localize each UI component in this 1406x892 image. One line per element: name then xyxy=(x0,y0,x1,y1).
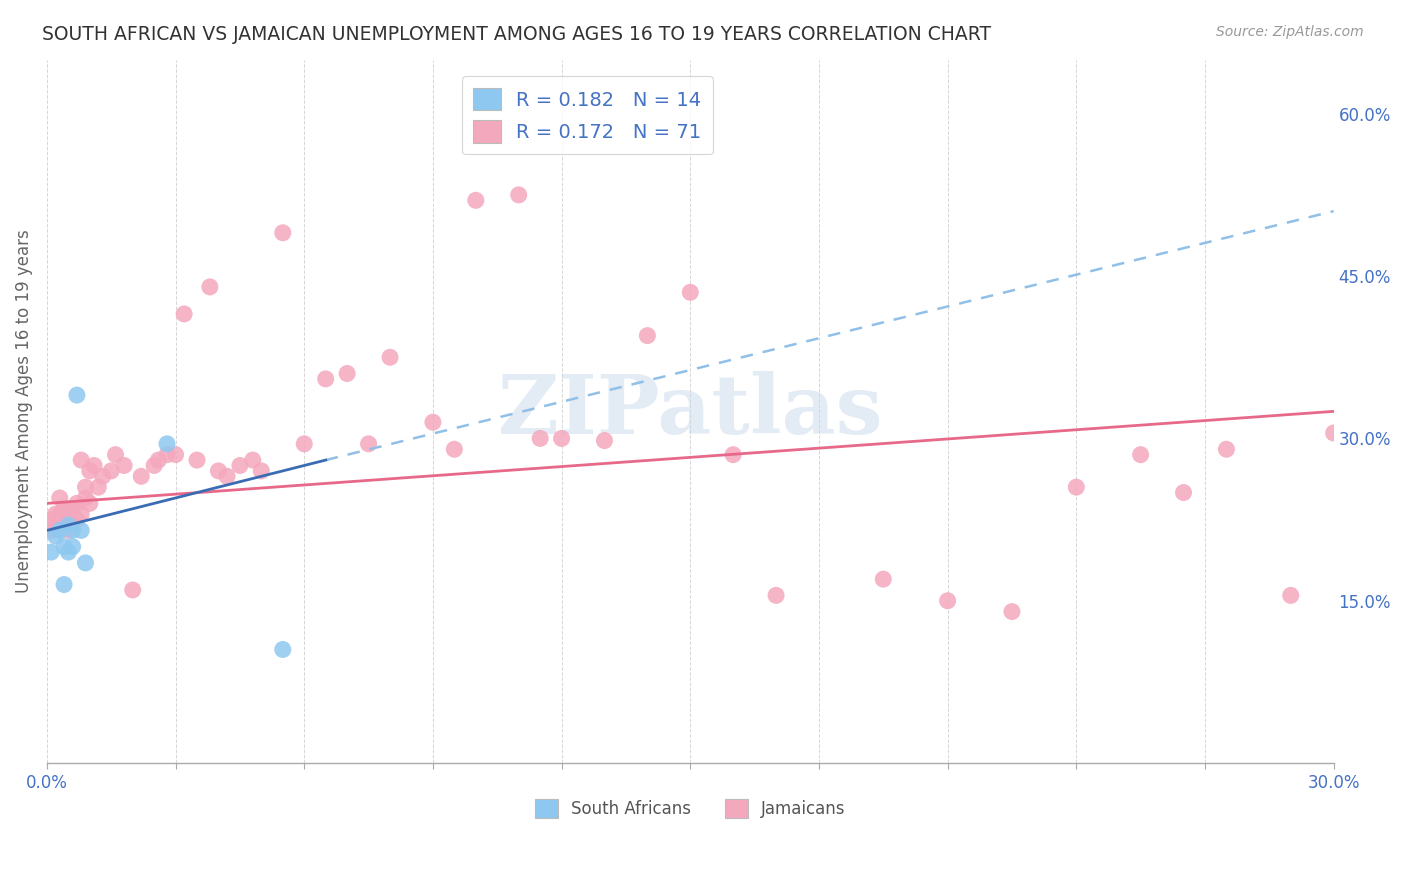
Point xyxy=(129,469,152,483)
Point xyxy=(721,448,744,462)
Point xyxy=(112,458,135,473)
Point xyxy=(44,507,66,521)
Point xyxy=(679,285,702,300)
Point xyxy=(49,491,72,505)
Point xyxy=(66,496,89,510)
Point xyxy=(100,464,122,478)
Point xyxy=(148,453,170,467)
Y-axis label: Unemployment Among Ages 16 to 19 years: Unemployment Among Ages 16 to 19 years xyxy=(15,229,32,593)
Point xyxy=(39,545,62,559)
Point xyxy=(315,372,337,386)
Point xyxy=(165,448,187,462)
Point xyxy=(91,469,114,483)
Point xyxy=(1215,442,1237,457)
Point xyxy=(1064,480,1087,494)
Point xyxy=(70,507,93,521)
Point xyxy=(66,513,89,527)
Point xyxy=(44,518,66,533)
Point xyxy=(1129,448,1152,462)
Point xyxy=(357,437,380,451)
Point xyxy=(765,588,787,602)
Point xyxy=(62,501,84,516)
Point xyxy=(186,453,208,467)
Point xyxy=(62,540,84,554)
Point xyxy=(378,351,401,365)
Point xyxy=(872,572,894,586)
Point xyxy=(229,458,252,473)
Point xyxy=(75,491,97,505)
Point xyxy=(1386,648,1406,662)
Point xyxy=(250,464,273,478)
Point xyxy=(443,442,465,457)
Point xyxy=(62,518,84,533)
Point xyxy=(62,524,84,538)
Point xyxy=(529,432,551,446)
Point xyxy=(464,194,486,208)
Point xyxy=(143,458,166,473)
Point xyxy=(156,448,179,462)
Point xyxy=(75,480,97,494)
Point xyxy=(66,388,89,402)
Point xyxy=(58,545,80,559)
Point xyxy=(1173,485,1195,500)
Text: Source: ZipAtlas.com: Source: ZipAtlas.com xyxy=(1216,25,1364,39)
Point xyxy=(1344,453,1367,467)
Point xyxy=(271,226,294,240)
Point xyxy=(156,437,179,451)
Point xyxy=(53,518,76,533)
Point xyxy=(636,328,658,343)
Point xyxy=(422,415,444,429)
Point xyxy=(1001,605,1024,619)
Point xyxy=(1279,588,1302,602)
Point xyxy=(79,464,101,478)
Point xyxy=(215,469,238,483)
Point xyxy=(550,432,572,446)
Text: ZIPatlas: ZIPatlas xyxy=(498,371,883,451)
Point xyxy=(242,453,264,467)
Point xyxy=(207,464,229,478)
Point xyxy=(53,577,76,591)
Point xyxy=(336,367,359,381)
Point xyxy=(1365,437,1388,451)
Point xyxy=(198,280,221,294)
Point xyxy=(53,540,76,554)
Point xyxy=(271,642,294,657)
Point xyxy=(173,307,195,321)
Point xyxy=(58,501,80,516)
Point xyxy=(49,507,72,521)
Point xyxy=(53,501,76,516)
Point xyxy=(58,524,80,538)
Point xyxy=(1323,425,1346,440)
Point xyxy=(70,453,93,467)
Point xyxy=(49,524,72,538)
Point xyxy=(593,434,616,448)
Point xyxy=(936,594,959,608)
Point xyxy=(121,582,143,597)
Point xyxy=(292,437,315,451)
Point xyxy=(39,524,62,538)
Point xyxy=(508,187,530,202)
Point xyxy=(83,458,105,473)
Point xyxy=(39,513,62,527)
Point xyxy=(87,480,110,494)
Point xyxy=(58,518,80,533)
Point xyxy=(44,529,66,543)
Point xyxy=(70,524,93,538)
Text: SOUTH AFRICAN VS JAMAICAN UNEMPLOYMENT AMONG AGES 16 TO 19 YEARS CORRELATION CHA: SOUTH AFRICAN VS JAMAICAN UNEMPLOYMENT A… xyxy=(42,25,991,44)
Point xyxy=(79,496,101,510)
Legend: South Africans, Jamaicans: South Africans, Jamaicans xyxy=(529,793,852,825)
Point xyxy=(104,448,127,462)
Point xyxy=(75,556,97,570)
